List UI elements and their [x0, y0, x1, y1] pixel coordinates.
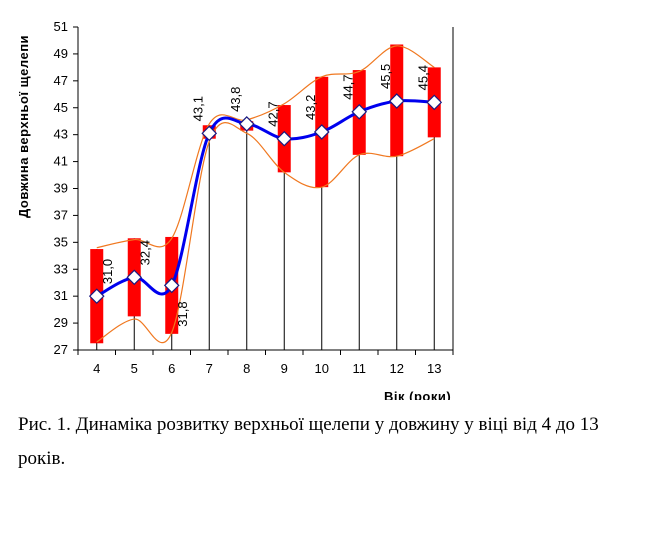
data-label: 43,2: [303, 95, 318, 120]
data-label: 43,8: [228, 87, 243, 112]
data-label: 31,0: [100, 259, 115, 284]
data-label: 44,7: [340, 74, 355, 99]
data-label: 45,5: [378, 64, 393, 89]
x-tick-label: 5: [131, 361, 138, 376]
y-tick-label: 51: [54, 19, 68, 34]
data-point-marker: [426, 94, 443, 111]
series-line: [96, 99, 435, 298]
data-point-marker: [126, 269, 143, 286]
y-tick-label: 43: [54, 127, 68, 142]
x-tick-label: 11: [353, 361, 367, 376]
data-label: 43,1: [190, 96, 205, 121]
data-point-marker: [163, 277, 180, 294]
data-label: 31,8: [175, 301, 190, 326]
y-tick-label: 35: [54, 234, 68, 249]
data-label: 45,4: [415, 65, 430, 90]
y-tick-label: 31: [54, 288, 68, 303]
x-tick-label: 12: [390, 361, 404, 376]
x-tick-label: 7: [206, 361, 213, 376]
data-point-marker: [201, 125, 218, 142]
data-point-marker: [351, 103, 368, 120]
y-axis-title: Довжина верхньої щелепи: [16, 35, 31, 218]
y-tick-label: 39: [54, 181, 68, 196]
data-point-marker: [388, 93, 405, 109]
lower-envelope-line: [96, 122, 435, 343]
y-tick-label: 29: [54, 315, 68, 330]
y-tick-label: 45: [54, 100, 68, 115]
x-tick-label: 13: [427, 361, 441, 376]
x-tick-label: 8: [243, 361, 250, 376]
y-tick-label: 33: [54, 261, 68, 276]
upper-envelope-line: [96, 45, 435, 249]
data-point-marker: [238, 116, 255, 132]
y-tick-label: 47: [54, 73, 68, 88]
data-label: 32,4: [137, 240, 152, 265]
y-tick-label: 37: [54, 207, 68, 222]
y-tick-label: 41: [54, 154, 68, 169]
x-axis-title: Вік (роки): [384, 389, 451, 400]
x-tick-label: 9: [281, 361, 288, 376]
y-tick-label: 27: [54, 342, 68, 357]
x-tick-label: 6: [168, 361, 175, 376]
data-point-marker: [313, 124, 330, 140]
data-point-marker: [276, 130, 293, 147]
data-label: 42,7: [265, 101, 280, 126]
figure-caption: Рис. 1. Динаміка розвитку верхньої щелеп…: [18, 414, 599, 469]
x-tick-label: 10: [315, 361, 329, 376]
y-tick-label: 49: [54, 46, 68, 61]
x-tick-label: 4: [93, 361, 100, 376]
data-point-marker: [88, 288, 105, 305]
